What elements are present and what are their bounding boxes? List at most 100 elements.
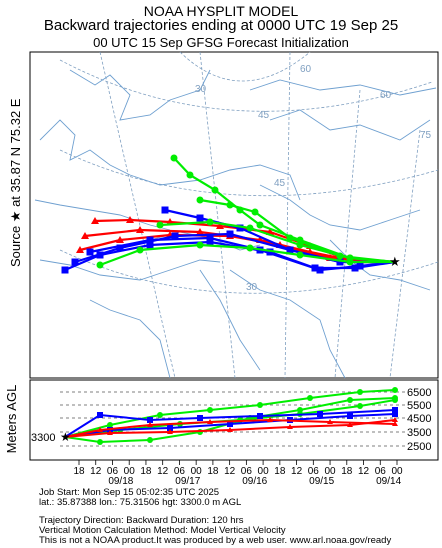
height-marker (147, 417, 153, 423)
trajectory-marker (91, 217, 99, 224)
vertical-motion-info: Vertical Motion Calculation Method: Mode… (39, 525, 286, 536)
height-marker (257, 402, 263, 408)
trajectory-marker (356, 262, 364, 270)
lat-label-60: 60 (300, 64, 312, 75)
height-marker (347, 422, 353, 427)
model-title: NOAA HYSPLIT MODEL (143, 3, 299, 19)
height-marker (307, 395, 313, 401)
date-label: 09/18 (108, 476, 133, 487)
height-marker (207, 419, 213, 424)
height-marker (392, 397, 398, 403)
lon-label-45: 45 (274, 178, 286, 189)
height-marker (287, 424, 293, 429)
lat-label-30: 30 (246, 282, 258, 293)
height-marker (317, 411, 323, 417)
source-star-icon: ★ (389, 254, 401, 269)
height-marker (147, 422, 153, 427)
trajectory-marker (116, 236, 124, 243)
height-marker (167, 425, 173, 431)
trajectory-marker (81, 232, 89, 239)
trajectory-marker (186, 171, 194, 179)
height-marker (357, 389, 363, 395)
trajectory-marker (236, 224, 244, 232)
level-4500: 4500 (407, 413, 431, 425)
height-trajectory-line (64, 389, 396, 438)
map-trajectory-line (159, 220, 396, 264)
time-tick-label: 06 (107, 466, 119, 477)
time-tick-label: 18 (341, 466, 353, 477)
trajectory-marker (196, 241, 204, 249)
trajectory-marker (336, 258, 344, 266)
direction-info: Trajectory Direction: Backward Duration:… (39, 515, 244, 526)
height-marker (327, 419, 333, 424)
trajectory-marker (206, 234, 214, 242)
time-tick-label: 06 (174, 466, 186, 477)
level-5500: 5500 (407, 400, 431, 412)
date-label: 09/15 (309, 476, 334, 487)
trajectory-marker (206, 238, 214, 246)
time-tick-label: 12 (90, 466, 102, 477)
date-label: 09/16 (242, 476, 267, 487)
height-marker (227, 427, 233, 432)
time-tick-label: 00 (391, 466, 403, 477)
trajectory-marker (206, 218, 214, 226)
height-marker (347, 413, 353, 419)
height-level-labels: 6500 5500 4500 3500 2500 3300 (31, 387, 431, 453)
trajectory-marker (156, 221, 164, 229)
time-tick-label: 06 (241, 466, 253, 477)
trajectory-marker (71, 258, 79, 266)
trajectory-marker (136, 226, 144, 233)
height-marker (207, 407, 213, 413)
trajectory-marker (251, 208, 259, 216)
lon-label-75: 75 (420, 130, 432, 141)
location-info: lat.: 35.87388 lon.: 75.31506 hgt: 3300.… (39, 497, 242, 508)
height-marker (97, 439, 103, 445)
height-marker (157, 412, 163, 418)
trajectory-marker (196, 196, 204, 204)
height-marker (167, 429, 173, 434)
level-3500: 3500 (407, 427, 431, 439)
trajectory-marker (316, 266, 324, 274)
height-marker (147, 437, 153, 443)
trajectory-marker (146, 241, 154, 249)
height-marker (197, 415, 203, 421)
trajectory-marker (266, 248, 274, 256)
time-tick-label: 00 (324, 466, 336, 477)
graticule (59, 51, 439, 379)
lon-label-30: 30 (195, 84, 207, 95)
trajectory-marker (286, 234, 294, 242)
trajectory-marker (126, 216, 134, 223)
time-tick-label: 12 (224, 466, 236, 477)
job-start: Job Start: Mon Sep 15 05:02:35 UTC 2025 (39, 487, 220, 498)
graticule-labels: 60 45 30 30 45 60 75 (195, 64, 432, 293)
time-tick-label: 06 (375, 466, 387, 477)
height-trajectories (64, 387, 398, 445)
time-tick-label: 12 (358, 466, 370, 477)
trajectory-marker (61, 266, 69, 274)
trajectory-marker (346, 254, 354, 262)
date-label: 09/14 (376, 476, 401, 487)
date-label: 09/17 (175, 476, 200, 487)
height-marker (107, 430, 113, 435)
trajectory-marker (161, 206, 169, 214)
height-marker (392, 387, 398, 393)
trajectory-marker (196, 214, 204, 222)
height-star-icon: ★ (60, 430, 71, 444)
trajectory-marker (196, 228, 204, 235)
trajectory-marker (296, 241, 304, 249)
map-trajectories (61, 154, 396, 274)
trajectory-marker (96, 261, 104, 269)
trajectory-marker (351, 264, 359, 272)
time-tick-label: 18 (207, 466, 219, 477)
trajectory-marker (246, 244, 254, 252)
time-tick-label: 00 (191, 466, 203, 477)
time-tick-label: 00 (124, 466, 136, 477)
time-tick-label: 06 (308, 466, 320, 477)
trajectory-marker (211, 186, 219, 194)
height-marker (107, 422, 113, 428)
trajectory-marker (170, 154, 178, 162)
source-height-label: 3300 (31, 432, 55, 444)
trajectory-marker (146, 236, 154, 244)
trajectory-marker (116, 244, 124, 252)
